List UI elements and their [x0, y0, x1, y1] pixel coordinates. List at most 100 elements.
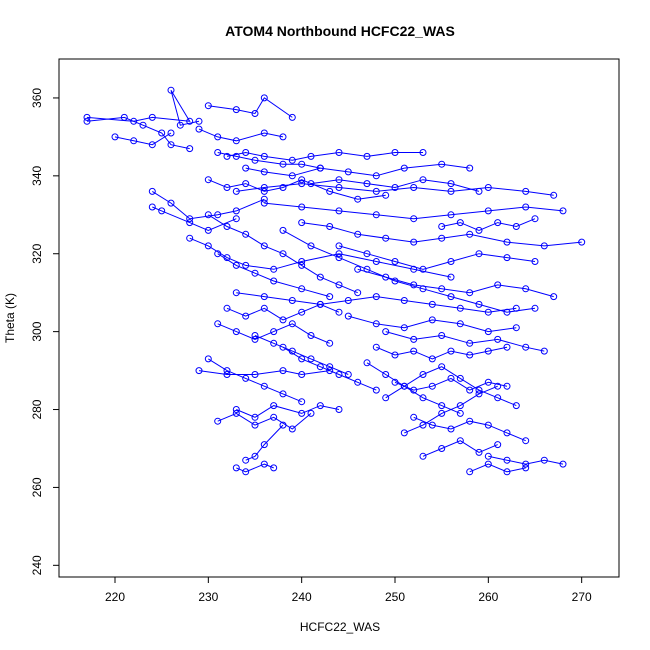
data-point: [550, 191, 558, 199]
data-point: [503, 468, 511, 476]
data-point: [260, 441, 268, 449]
data-point: [298, 160, 306, 168]
data-point: [232, 464, 240, 472]
data-point: [494, 335, 502, 343]
data-point: [186, 145, 194, 153]
series-line: [189, 237, 452, 278]
data-point: [279, 316, 287, 324]
data-point: [298, 219, 306, 227]
data-point: [363, 359, 371, 367]
data-point: [363, 152, 371, 160]
series-13: [214, 250, 334, 301]
data-point: [260, 129, 268, 137]
series-line: [217, 323, 330, 344]
plot-area-frame: [58, 58, 620, 578]
data-point: [419, 149, 427, 156]
data-point: [410, 386, 418, 394]
data-point: [232, 187, 240, 195]
data-point: [475, 448, 483, 456]
series-line: [310, 179, 480, 192]
y-tick-label: 360: [30, 88, 44, 108]
series-5: [195, 125, 287, 145]
data-point: [251, 269, 259, 277]
data-point: [288, 113, 296, 121]
data-point: [419, 421, 427, 429]
data-point: [484, 452, 492, 460]
data-point: [316, 402, 324, 410]
data-point: [279, 133, 287, 141]
data-point: [251, 156, 259, 164]
data-point: [531, 215, 539, 223]
data-point: [372, 293, 380, 301]
data-point: [298, 258, 306, 265]
data-point: [335, 406, 343, 413]
data-point: [242, 312, 250, 320]
data-point: [512, 402, 520, 410]
data-point: [223, 367, 231, 375]
data-point: [335, 207, 343, 215]
data-point: [279, 343, 287, 351]
data-point: [335, 371, 343, 378]
data-point: [447, 293, 455, 301]
series-26: [232, 460, 278, 476]
series-41: [279, 343, 380, 394]
data-point: [316, 300, 324, 308]
data-point: [503, 456, 511, 464]
data-point: [382, 191, 390, 199]
x-tick-label: 220: [105, 590, 125, 604]
data-point: [382, 328, 390, 336]
data-point: [316, 164, 324, 172]
data-point: [578, 238, 586, 246]
data-point: [354, 230, 362, 238]
series-23: [195, 367, 334, 378]
data-point: [522, 437, 530, 445]
data-point: [512, 223, 520, 230]
data-point: [214, 211, 222, 219]
series-line: [422, 440, 498, 457]
data-point: [410, 413, 418, 421]
data-point: [335, 184, 343, 191]
data-point: [447, 347, 455, 355]
data-point: [372, 258, 380, 265]
data-point: [382, 394, 390, 402]
data-point: [214, 417, 222, 425]
data-point: [83, 113, 91, 121]
data-point: [522, 464, 530, 472]
series-36: [354, 265, 558, 301]
data-point: [288, 347, 296, 355]
data-point: [438, 332, 446, 339]
data-point: [466, 339, 474, 347]
data-point: [223, 152, 231, 160]
y-tick-label: 260: [30, 477, 44, 497]
y-tick-label: 320: [30, 243, 44, 263]
series-line: [198, 370, 330, 376]
data-point: [522, 203, 530, 211]
series-20: [214, 320, 334, 347]
data-point: [466, 468, 474, 476]
data-point: [204, 355, 212, 363]
series-32: [410, 413, 530, 445]
data-point: [326, 223, 334, 230]
series-7: [223, 149, 427, 164]
series-line: [245, 163, 470, 177]
data-point: [260, 195, 268, 203]
data-point: [484, 421, 492, 429]
data-point: [326, 293, 334, 301]
data-point: [232, 409, 240, 417]
data-point: [148, 113, 156, 121]
x-tick-label: 250: [385, 590, 405, 604]
data-point: [326, 339, 334, 347]
data-point: [466, 417, 474, 425]
data-point: [232, 261, 240, 269]
data-point: [400, 429, 408, 437]
data-point: [167, 141, 175, 149]
data-point: [307, 355, 315, 363]
x-axis-label: HCFC22_WAS: [300, 620, 380, 634]
data-point: [475, 187, 483, 195]
data-point: [475, 300, 483, 308]
data-point: [391, 149, 399, 156]
data-point: [382, 234, 390, 242]
data-point: [186, 219, 194, 227]
